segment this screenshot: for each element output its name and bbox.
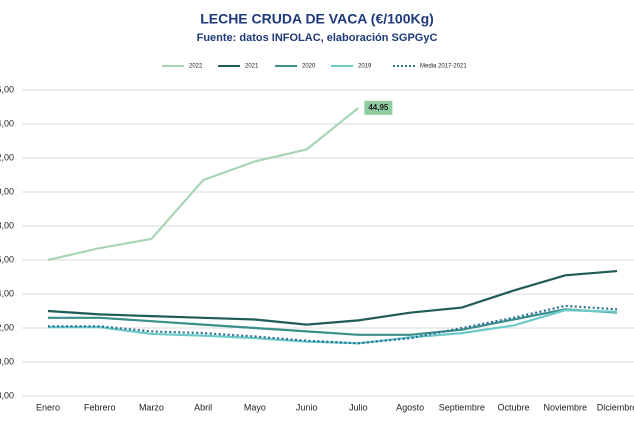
x-tick-label: Enero xyxy=(36,402,60,412)
y-tick-label: 42,00 xyxy=(0,152,14,162)
x-tick-label: Mayo xyxy=(244,402,266,412)
y-tick-label: 44,00 xyxy=(0,118,14,128)
legend-label: 2020 xyxy=(302,64,316,70)
x-tick-label: Agosto xyxy=(396,402,424,412)
x-tick-label: Abril xyxy=(194,402,212,412)
y-tick-label: 34,00 xyxy=(0,288,14,298)
y-tick-label: 36,00 xyxy=(0,254,14,264)
y-tick-label: 38,00 xyxy=(0,220,14,230)
chart-title: LECHE CRUDA DE VACA (€/100Kg) xyxy=(200,11,434,27)
x-tick-label: Noviembre xyxy=(544,402,588,412)
x-tick-label: Diciembre xyxy=(597,402,634,412)
legend-label: 2022 xyxy=(189,64,203,70)
series-line xyxy=(48,304,618,345)
y-tick-label: 30,00 xyxy=(0,356,14,366)
y-tick-label: 40,00 xyxy=(0,186,14,196)
legend-label: 2019 xyxy=(358,64,372,70)
series-line xyxy=(47,106,360,262)
y-tick-label: 46,00 xyxy=(0,84,14,94)
series-line xyxy=(48,308,618,336)
x-tick-label: Septiembre xyxy=(439,402,485,412)
x-tick-label: Julio xyxy=(349,402,368,412)
series-line xyxy=(47,269,618,326)
x-tick-label: Marzo xyxy=(139,402,164,412)
x-tick-label: Febrero xyxy=(84,402,116,412)
legend-label: 2021 xyxy=(245,64,259,70)
data-label-box xyxy=(364,100,393,115)
legend-label: Media 2017-2021 xyxy=(420,64,467,70)
x-tick-label: Octubre xyxy=(498,402,530,412)
y-tick-label: 28,00 xyxy=(0,390,14,400)
chart-subtitle: Fuente: datos INFOLAC, elaboración SGPGy… xyxy=(197,32,438,44)
y-tick-label: 32,00 xyxy=(0,322,14,332)
x-tick-label: Junio xyxy=(296,402,318,412)
data-label: 44,95 xyxy=(368,103,389,112)
